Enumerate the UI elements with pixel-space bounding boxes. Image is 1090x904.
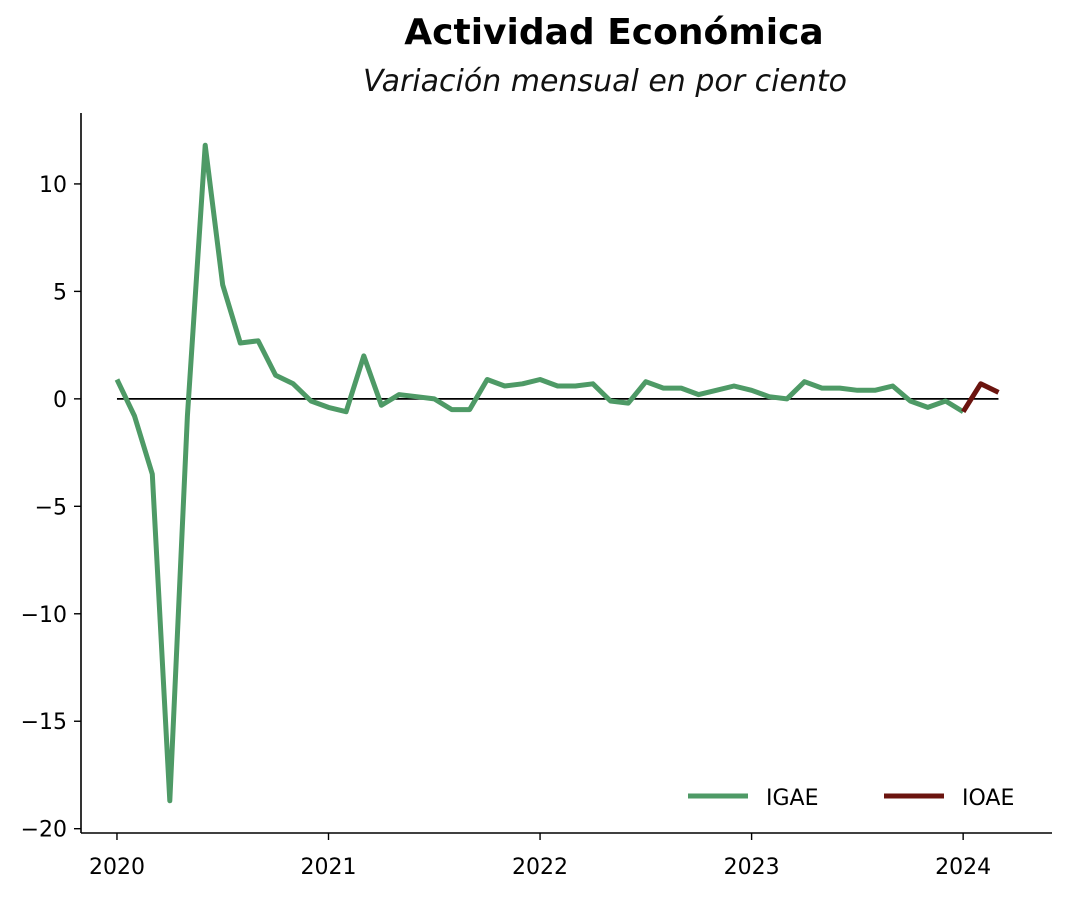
- y-tick-label: −20: [21, 818, 67, 843]
- y-tick-label: 10: [39, 173, 67, 198]
- chart-title: Actividad Económica: [404, 12, 824, 53]
- legend-label-igae: IGAE: [766, 786, 819, 811]
- y-tick-label: 0: [53, 388, 67, 413]
- x-tick-label: 2022: [512, 855, 568, 880]
- y-tick-label: 5: [53, 280, 67, 305]
- legend-label-ioae: IOAE: [962, 786, 1014, 811]
- series-line-ioae: [961, 381, 1000, 414]
- series-line-igae: [114, 142, 965, 804]
- x-tick-label: 2024: [935, 855, 991, 880]
- y-tick-label: −15: [21, 710, 67, 735]
- y-tick-label: −10: [21, 603, 67, 628]
- y-tick-label: −5: [35, 495, 67, 520]
- x-tick-label: 2020: [89, 855, 145, 880]
- x-tick-label: 2023: [724, 855, 780, 880]
- x-tick-label: 2021: [301, 855, 357, 880]
- chart-subtitle: Variación mensual en por ciento: [362, 64, 848, 99]
